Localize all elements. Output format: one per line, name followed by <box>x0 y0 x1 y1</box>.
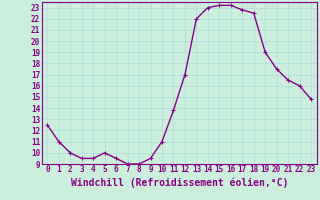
X-axis label: Windchill (Refroidissement éolien,°C): Windchill (Refroidissement éolien,°C) <box>70 177 288 188</box>
